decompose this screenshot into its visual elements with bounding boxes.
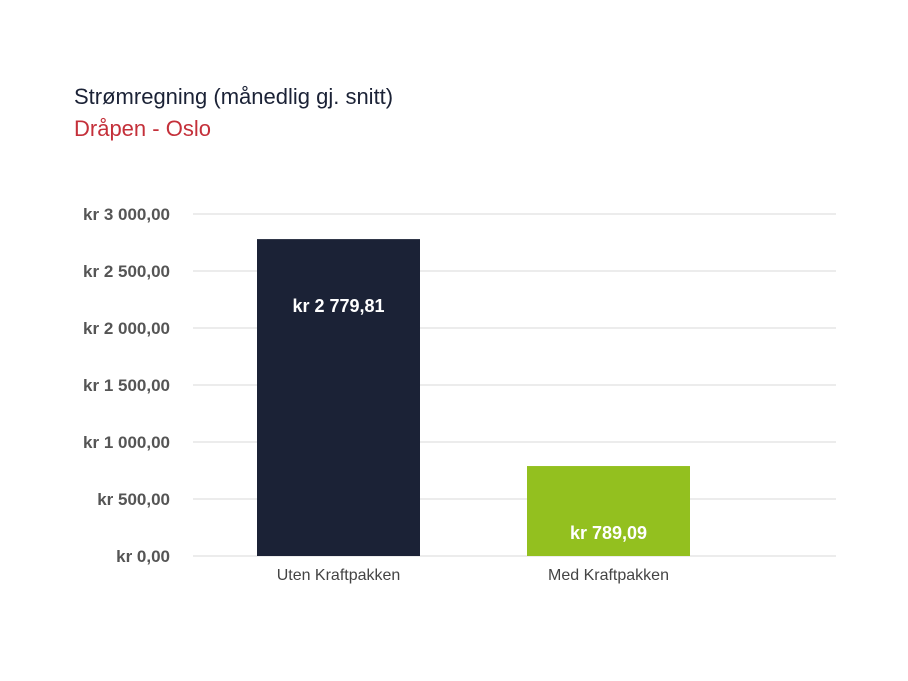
data-label: kr 2 779,81 bbox=[292, 296, 384, 316]
chart-title: Strømregning (månedlig gj. snitt) bbox=[74, 84, 394, 109]
data-label: kr 789,09 bbox=[570, 523, 647, 543]
y-tick-label: kr 3 000,00 bbox=[83, 205, 170, 224]
x-tick-label: Med Kraftpakken bbox=[548, 567, 669, 584]
bar bbox=[527, 466, 690, 556]
x-tick-label: Uten Kraftpakken bbox=[277, 567, 401, 584]
y-tick-label: kr 1 500,00 bbox=[83, 376, 170, 395]
chart-subtitle: Dråpen - Oslo bbox=[74, 116, 211, 141]
y-tick-label: kr 500,00 bbox=[97, 490, 170, 509]
y-tick-label: kr 0,00 bbox=[116, 547, 170, 566]
y-tick-label: kr 2 000,00 bbox=[83, 319, 170, 338]
bar bbox=[257, 239, 420, 556]
y-tick-label: kr 2 500,00 bbox=[83, 262, 170, 281]
y-tick-label: kr 1 000,00 bbox=[83, 433, 170, 452]
